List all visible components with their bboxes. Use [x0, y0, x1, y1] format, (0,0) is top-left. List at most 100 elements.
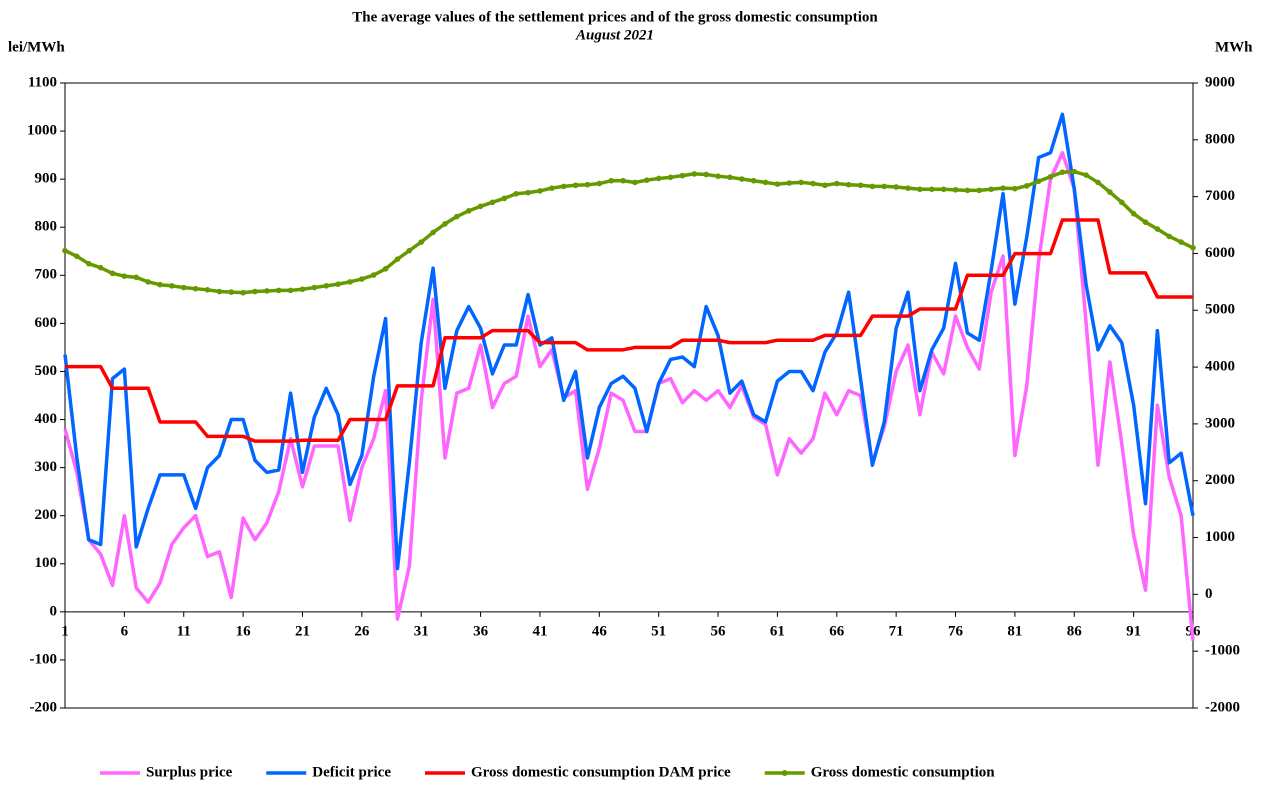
series-point — [762, 179, 769, 186]
chart-subtitle: August 2021 — [575, 27, 654, 43]
x-tick-label: 46 — [592, 623, 608, 639]
series-point — [537, 188, 543, 194]
series-point — [501, 195, 508, 202]
series-point — [240, 289, 246, 296]
series-point — [644, 177, 650, 183]
y-tick-label: 1000 — [27, 123, 57, 139]
series-point — [1107, 189, 1113, 195]
x-tick-label: 76 — [948, 623, 964, 639]
legend-label: Surplus price — [146, 764, 233, 780]
series-point — [632, 179, 638, 186]
y2-tick-label: 2000 — [1205, 472, 1235, 488]
y-tick-label: 400 — [35, 411, 58, 427]
y2-tick-label: 6000 — [1205, 245, 1235, 261]
x-tick-label: 11 — [177, 623, 191, 639]
series-point — [1023, 183, 1030, 189]
x-tick-label: 51 — [651, 623, 666, 639]
series-point — [109, 270, 116, 277]
series-point — [952, 187, 959, 193]
series-point — [739, 176, 745, 182]
series-point — [180, 284, 187, 291]
series-point — [679, 172, 686, 179]
series-point — [750, 177, 757, 184]
y-tick-label: 300 — [35, 459, 58, 475]
series-point — [822, 182, 828, 189]
series-point — [454, 213, 460, 220]
series-point — [323, 283, 330, 289]
series-point — [845, 181, 852, 188]
series-point — [964, 187, 971, 194]
series-point — [418, 239, 425, 245]
legend-label: Gross domestic consumption DAM price — [471, 764, 731, 780]
series-point — [833, 180, 840, 187]
series-point — [1095, 179, 1101, 186]
series-point — [513, 190, 519, 197]
x-tick-label: 91 — [1126, 623, 1141, 639]
x-tick-label: 26 — [354, 623, 370, 639]
series-point — [715, 173, 721, 179]
series-point — [857, 182, 864, 189]
series-point — [1154, 226, 1161, 232]
series-point — [786, 180, 793, 186]
series-point — [549, 185, 555, 191]
series-point — [560, 183, 567, 190]
y2-tick-label: 8000 — [1205, 131, 1235, 147]
series-point — [169, 283, 175, 289]
y-tick-label: 800 — [35, 219, 58, 235]
x-tick-label: 31 — [414, 623, 429, 639]
series-point — [798, 179, 804, 186]
series-point — [1178, 239, 1184, 245]
series-point — [1190, 244, 1196, 251]
series-point — [940, 186, 947, 193]
plot-frame — [64, 82, 1194, 709]
series-point — [1059, 169, 1066, 176]
y2-tick-label: 7000 — [1205, 188, 1235, 204]
series-point — [299, 286, 306, 293]
series-point — [121, 273, 128, 279]
series-point — [489, 199, 496, 206]
y2-tick-label: 5000 — [1205, 302, 1235, 318]
series-point — [406, 247, 413, 254]
series-line — [65, 218, 1193, 443]
series-point — [572, 182, 579, 189]
y-tick-label: 1100 — [28, 74, 57, 90]
series-point — [359, 276, 365, 282]
series-point — [1118, 199, 1125, 206]
series-point — [620, 177, 626, 184]
x-tick-label: 41 — [532, 623, 547, 639]
x-tick-label: 86 — [1067, 623, 1083, 639]
y-tick-label: -200 — [30, 699, 58, 715]
series-point — [774, 181, 781, 187]
series-point — [1083, 172, 1089, 178]
series-point — [608, 177, 614, 184]
y-tick-label: 0 — [50, 603, 58, 619]
series-point — [1130, 210, 1137, 217]
series-point — [394, 256, 401, 262]
y-tick-label: -100 — [30, 651, 58, 667]
series-point — [1035, 178, 1042, 185]
series-point — [1000, 185, 1006, 191]
series-point — [810, 180, 816, 187]
series-line — [63, 150, 1195, 641]
y2-tick-label: 3000 — [1205, 415, 1235, 431]
x-tick-label: 81 — [1007, 623, 1022, 639]
series-point — [157, 281, 163, 288]
series-point — [252, 288, 258, 295]
x-tick-label: 21 — [295, 623, 310, 639]
series-point — [881, 183, 888, 190]
series-point — [85, 260, 92, 267]
series-point — [192, 285, 199, 292]
series-point — [477, 203, 484, 210]
legend-label: Gross domestic consumption — [811, 764, 996, 780]
series-point — [335, 281, 341, 287]
y2-tick-label: -2000 — [1205, 699, 1240, 715]
y-tick-label: 900 — [35, 171, 58, 187]
series-point — [347, 279, 353, 285]
y-tick-label: 200 — [35, 507, 58, 523]
y2-tick-label: 4000 — [1205, 359, 1235, 375]
y2-axis-label: MWh — [1215, 39, 1253, 55]
series-point — [145, 279, 151, 285]
series-point — [382, 265, 389, 272]
y2-tick-label: 9000 — [1205, 74, 1235, 90]
